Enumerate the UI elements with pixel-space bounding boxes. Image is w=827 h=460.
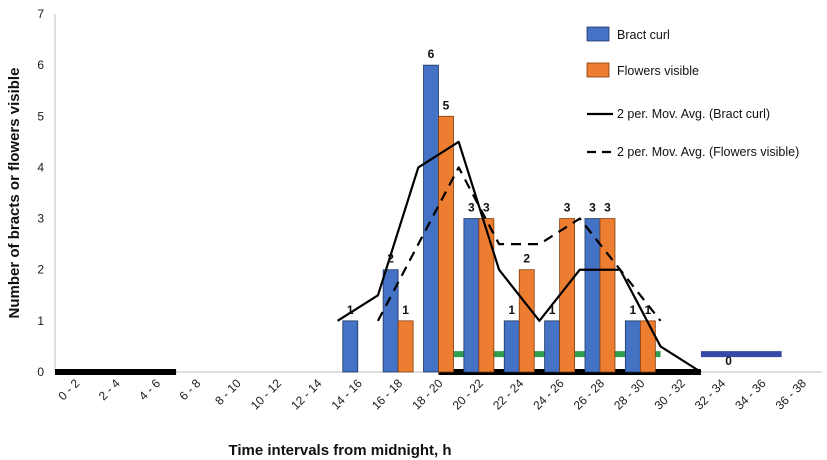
bar-flowers-visible [438,115,454,373]
x-tick-label: 36 - 38 [773,376,810,413]
data-label: 3 [483,201,490,215]
data-label: 1 [402,303,409,317]
x-tick-label: 28 - 30 [611,376,648,413]
bar-flowers-visible [478,218,495,373]
y-tick-label: 5 [37,109,44,123]
bar-bract-curl [463,218,480,373]
x-tick-label: 8 - 10 [212,376,244,408]
bar-flowers-visible [518,269,535,373]
x-tick-label: 24 - 26 [530,376,567,413]
y-tick-label: 0 [37,365,44,379]
x-axis-title: Time intervals from midnight, h [228,442,451,459]
y-axis-title: Number of bracts or flowers visible [6,68,23,319]
x-tick-label: 4 - 6 [136,376,163,403]
trendline-bract-curl-avg [336,140,702,373]
x-tick-label: 20 - 22 [450,376,487,413]
legend-label-flowers-visible-avg: 2 per. Mov. Avg. (Flowers visible) [617,145,799,159]
y-tick-label: 2 [37,263,44,277]
legend-label-flowers-visible: Flowers visible [617,64,699,78]
x-tick-label: 12 - 14 [288,376,325,413]
data-label: 2 [523,252,530,266]
data-label: 5 [443,98,450,112]
x-tick-label: 34 - 36 [732,376,769,413]
legend-swatch-flowers-visible [586,62,610,78]
bar-flowers-visible [397,320,414,373]
bar-flowers-visible [599,218,616,373]
bar-flowers-visible [559,218,576,373]
x-tick-label: 16 - 18 [369,376,406,413]
bar-bract-curl [342,320,359,373]
legend: Bract curl Flowers visible 2 per. Mov. A… [586,26,799,159]
data-label: 1 [347,303,354,317]
x-tick-label: 6 - 8 [177,376,204,403]
x-tick-layer: 0 - 2 2 - 4 4 - 6 6 - 8 8 - 10 10 - 12 12 - 14… [55,376,809,413]
bar-bract-curl [624,320,641,373]
data-label: 0 [725,354,732,368]
data-label: 3 [604,201,611,215]
x-tick-label: 30 - 32 [652,376,689,413]
band-layer [55,351,782,375]
data-label: 1 [629,303,636,317]
x-tick-label: 0 - 2 [55,376,82,403]
data-label: 3 [589,201,596,215]
trendline-flowers-visible-avg [376,166,662,322]
legend-label-bract-curl: Bract curl [617,28,670,42]
x-tick-label: 10 - 12 [248,376,285,413]
y-tick-label: 6 [37,58,44,72]
data-label: 1 [508,303,515,317]
bar-bract-curl [544,320,561,373]
data-label: 3 [564,201,571,215]
legend-label-bract-curl-avg: 2 per. Mov. Avg. (Bract curl) [617,107,770,121]
x-tick-label: 26 - 28 [571,376,608,413]
y-tick-label: 7 [37,7,44,21]
x-tick-label: 2 - 4 [96,376,123,403]
y-tick-layer: 0 1 2 3 4 5 6 7 [37,7,44,379]
legend-swatch-bract-curl [586,26,610,42]
x-tick-label: 32 - 34 [692,376,729,413]
bar-flowers-visible [639,320,656,373]
trendline-layer [336,140,702,373]
y-tick-label: 1 [37,314,44,328]
y-tick-label: 4 [37,160,44,174]
data-label: 1 [549,303,556,317]
bar-layer [342,64,656,373]
data-label: 3 [468,201,475,215]
data-label: 2 [387,252,394,266]
x-tick-label: 22 - 24 [490,376,527,413]
bar-bract-curl [503,320,520,373]
y-tick-label: 3 [37,212,44,226]
data-label: 6 [428,47,435,61]
data-label: 1 [644,303,651,317]
x-tick-label: 18 - 20 [409,376,446,413]
x-tick-label: 14 - 16 [329,376,366,413]
bar-bract-curl [423,64,439,373]
